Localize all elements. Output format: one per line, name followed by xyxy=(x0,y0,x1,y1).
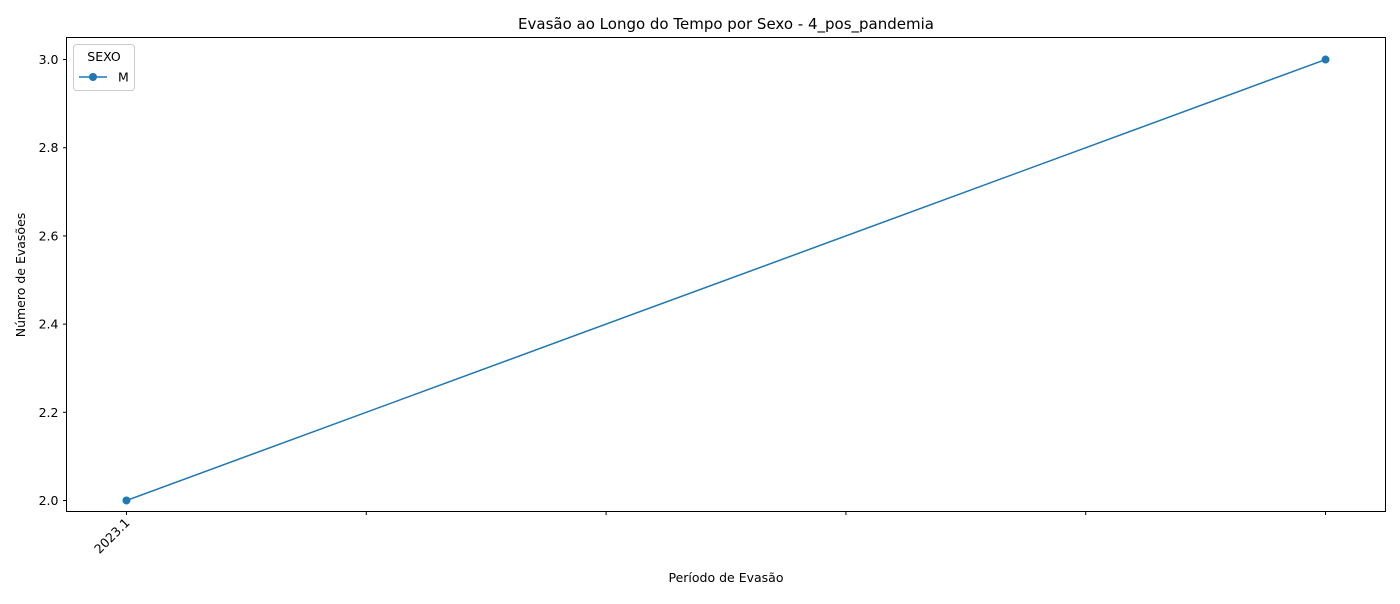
chart-title: Evasão ao Longo do Tempo por Sexo - 4_po… xyxy=(518,15,934,34)
y-axis: 2.0 2.2 2.4 2.6 2.8 3.0 xyxy=(39,52,67,508)
y-tick-label: 2.0 xyxy=(39,493,59,508)
data-point-m xyxy=(122,496,131,505)
x-tick-label: 2023.1 xyxy=(91,515,133,557)
y-tick-label: 2.2 xyxy=(39,405,59,420)
plot-area-frame xyxy=(66,37,1386,512)
legend: SEXO M xyxy=(73,44,135,91)
series-layer xyxy=(122,55,1330,505)
x-axis-label: Período de Evasão xyxy=(669,570,784,585)
legend-box xyxy=(73,44,135,91)
y-tick-label: 2.4 xyxy=(39,317,59,332)
x-axis: 2023.1 xyxy=(91,511,1327,557)
legend-title: SEXO xyxy=(87,49,121,64)
data-point-m xyxy=(1321,55,1330,64)
legend-series-marker-m xyxy=(89,73,97,81)
y-tick-label: 2.8 xyxy=(39,140,59,155)
y-tick-label: 3.0 xyxy=(39,52,59,67)
y-tick-label: 2.6 xyxy=(39,228,59,243)
series-line-m xyxy=(126,58,1326,502)
legend-series-label-m: M xyxy=(118,70,129,85)
y-axis-label: Número de Evasões xyxy=(13,213,28,338)
